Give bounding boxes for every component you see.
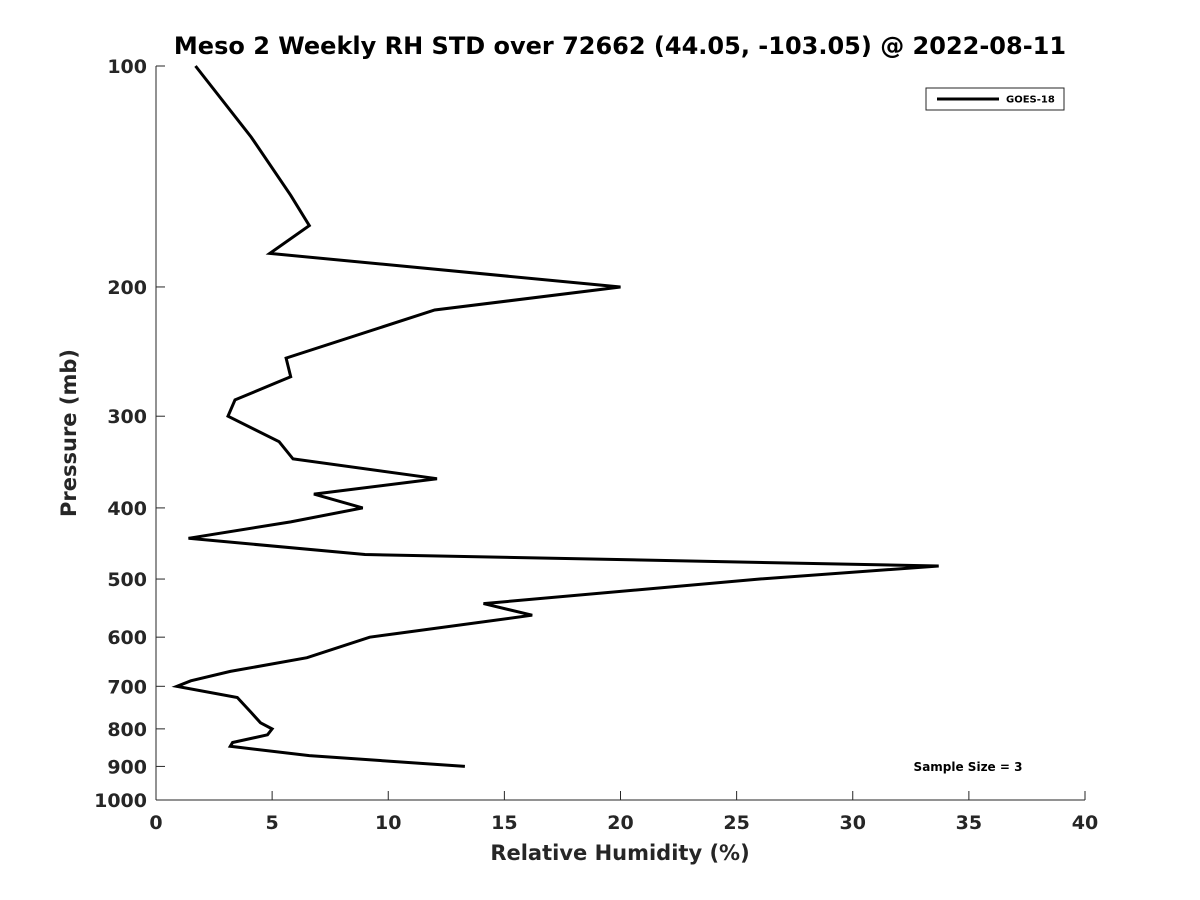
series-line-goes-18 xyxy=(171,65,939,768)
y-tick-label: 1000 xyxy=(94,790,147,812)
x-axis-ticks: 0 5 10 15 20 25 30 35 40 xyxy=(149,791,1098,834)
x-tick-label: 15 xyxy=(491,812,517,834)
y-tick-label: 600 xyxy=(107,627,147,649)
chart-title: Meso 2 Weekly RH STD over 72662 (44.05, … xyxy=(174,32,1066,60)
y-tick-label: 800 xyxy=(107,719,147,741)
y-tick-label: 700 xyxy=(107,676,147,698)
legend: GOES-18 xyxy=(925,87,1065,111)
y-tick-label: 900 xyxy=(107,756,147,778)
y-tick-label: 100 xyxy=(107,56,147,78)
series-group xyxy=(171,65,939,768)
legend-label-goes-18: GOES-18 xyxy=(1006,95,1055,106)
y-tick-label: 400 xyxy=(107,498,147,520)
y-tick-label: 200 xyxy=(107,277,147,299)
y-axis-label: Pressure (mb) xyxy=(57,349,81,517)
x-tick-label: 10 xyxy=(375,812,401,834)
x-tick-label: 20 xyxy=(607,812,633,834)
x-tick-label: 0 xyxy=(149,812,162,834)
x-tick-label: 25 xyxy=(723,812,749,834)
x-tick-label: 40 xyxy=(1072,812,1098,834)
y-axis-ticks: 100 200 300 400 500 600 700 800 900 1000 xyxy=(94,56,165,812)
y-tick-label: 300 xyxy=(107,406,147,428)
sample-size-annotation: Sample Size = 3 xyxy=(914,760,1023,774)
x-tick-label: 35 xyxy=(956,812,982,834)
y-tick-label: 500 xyxy=(107,569,147,591)
plot-area: 0 5 10 15 20 25 30 35 40 100 200 300 400 500 600 700 80… xyxy=(94,56,1098,834)
x-axis-label: Relative Humidity (%) xyxy=(490,841,749,865)
x-tick-label: 30 xyxy=(840,812,866,834)
x-tick-label: 5 xyxy=(266,812,279,834)
